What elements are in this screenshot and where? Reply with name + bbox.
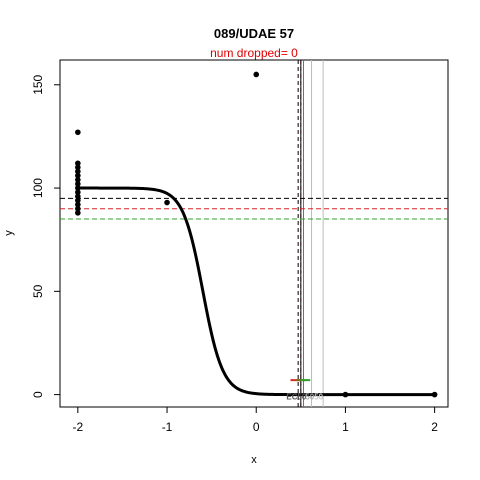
data-point <box>75 129 81 136</box>
data-point <box>75 201 81 208</box>
ec-annotation: 50 <box>314 393 323 402</box>
x-axis-label: x <box>251 454 257 466</box>
data-point <box>75 205 81 212</box>
y-tick-label: 100 <box>31 178 45 198</box>
data-point <box>75 164 81 171</box>
data-point <box>431 391 438 398</box>
data-point <box>75 193 81 200</box>
x-tick-label: 2 <box>431 420 438 434</box>
ec-annotation: EC50 <box>286 393 307 402</box>
data-point <box>164 199 170 206</box>
y-tick-label: 50 <box>31 284 45 298</box>
fit-curve <box>77 186 435 397</box>
ec-annotation: 50 <box>305 393 314 402</box>
data-point <box>75 189 81 195</box>
data-point <box>75 160 81 167</box>
data-point <box>75 181 81 187</box>
data-point <box>342 391 349 398</box>
y-tick-label: 0 <box>31 391 45 398</box>
y-axis-label: y <box>3 230 15 236</box>
data-point <box>253 71 260 78</box>
x-tick-label: -2 <box>73 420 84 434</box>
chart-subtitle: num dropped= 0 <box>210 46 298 60</box>
y-tick-label: 150 <box>31 74 45 94</box>
data-point <box>75 197 81 204</box>
x-tick-label: -1 <box>162 420 173 434</box>
plot-frame <box>59 59 449 408</box>
chart-title: 089/UDAE 57 <box>214 26 294 41</box>
data-point <box>75 168 81 175</box>
data-point <box>75 185 81 191</box>
data-point <box>75 210 81 216</box>
data-point <box>75 172 81 179</box>
data-point <box>75 176 81 183</box>
x-tick-label: 0 <box>253 420 260 434</box>
x-tick-label: 1 <box>342 420 349 434</box>
